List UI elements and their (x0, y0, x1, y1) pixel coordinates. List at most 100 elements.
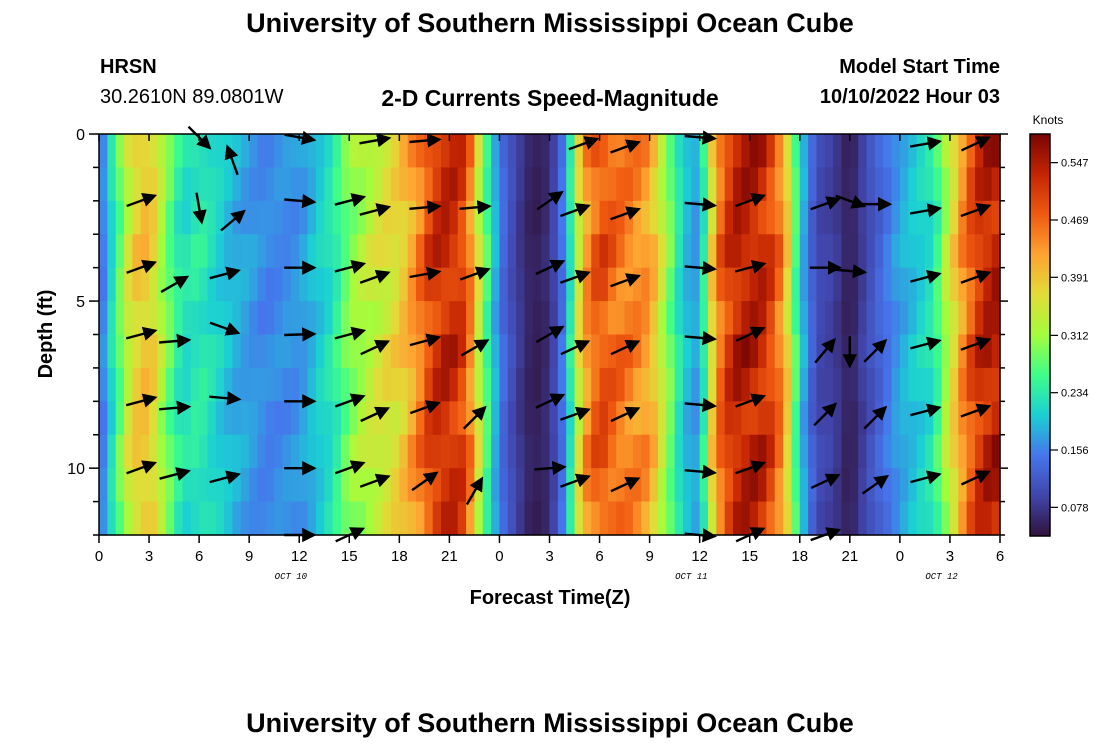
heatmap-cell (758, 301, 767, 336)
heatmap-cell (808, 434, 818, 469)
heatmap-cell (674, 401, 684, 436)
heatmap-cell (616, 134, 626, 169)
heatmap-cell (958, 434, 968, 469)
heatmap-cell (599, 367, 609, 402)
heatmap-cell (549, 167, 559, 202)
heatmap-cell (224, 367, 234, 402)
heatmap-cell (524, 234, 534, 269)
heatmap-cell (958, 334, 968, 369)
heatmap-cell (808, 134, 818, 169)
heatmap-cell (908, 301, 918, 336)
heatmap-cell (824, 234, 834, 269)
heatmap-cell (424, 200, 434, 235)
heatmap-cell (657, 334, 667, 369)
heatmap-cell (207, 167, 217, 202)
heatmap-cell (833, 234, 843, 269)
heatmap-cell (733, 501, 742, 536)
heatmap-cell (966, 501, 976, 536)
heatmap-cell (866, 434, 876, 469)
heatmap-cell (507, 134, 517, 169)
heatmap-cell (883, 234, 893, 269)
heatmap-cell (666, 367, 676, 402)
heatmap-cell (199, 468, 209, 503)
heatmap-cell (933, 434, 943, 469)
heatmap-cell (908, 234, 918, 269)
heatmap-cell (149, 267, 158, 302)
heatmap-cell (365, 134, 375, 169)
heatmap-cell (708, 301, 717, 336)
heatmap-cell (557, 301, 567, 336)
heatmap-cell (324, 367, 334, 402)
heatmap-cell (416, 334, 425, 369)
heatmap-cell (507, 468, 517, 503)
heatmap-cell (591, 267, 601, 302)
heatmap-cell (983, 301, 993, 336)
heatmap-cell (641, 234, 651, 269)
current-vector-arrow (126, 193, 158, 208)
heatmap-cell (841, 134, 851, 169)
heatmap-cell (265, 200, 275, 235)
heatmap-cell (224, 301, 234, 336)
heatmap-cell (115, 234, 125, 269)
heatmap-cell (791, 234, 801, 269)
heatmap-cell (866, 367, 876, 402)
heatmap-cell (808, 334, 818, 369)
heatmap-cell (682, 434, 692, 469)
heatmap-cell (749, 200, 759, 235)
heatmap-cell (499, 434, 509, 469)
heatmap-cell (699, 134, 709, 169)
heatmap-cell (441, 468, 450, 503)
heatmap-cell (841, 434, 851, 469)
heatmap-cell (207, 134, 217, 169)
heatmap-cell (749, 167, 759, 202)
heatmap-cell (607, 167, 617, 202)
colorbar-tick-label: 0.078 (1061, 502, 1089, 514)
x-axis-label: Forecast Time(Z) (470, 587, 631, 609)
heatmap-cell (315, 200, 325, 235)
heatmap-cell (174, 501, 184, 536)
heatmap-cell (240, 334, 250, 369)
heatmap-cell (799, 501, 809, 536)
heatmap-cell (874, 267, 884, 302)
heatmap-cell (908, 334, 918, 369)
date-label: OCT 12 (925, 572, 958, 582)
heatmap-cell (140, 267, 150, 302)
heatmap-cell (899, 468, 909, 503)
heatmap-cell (124, 234, 133, 269)
heatmap-cell (783, 167, 793, 202)
heatmap-cell (966, 367, 976, 402)
heatmap-cell (991, 167, 1001, 202)
heatmap-cell (399, 468, 409, 503)
current-vector-arrow (536, 190, 564, 211)
heatmap-cell (641, 200, 651, 235)
heatmap-cell (274, 200, 284, 235)
heatmap-cell (691, 200, 701, 235)
heatmap-cell (824, 401, 834, 436)
heatmap-cell (224, 200, 234, 235)
heatmap-cell (733, 234, 742, 269)
heatmap-cell (407, 468, 417, 503)
heatmap-cell (257, 234, 267, 269)
current-vector-arrow (209, 321, 241, 336)
heatmap-cell (716, 434, 726, 469)
heatmap-cell (966, 267, 976, 302)
heatmap-cell (299, 200, 309, 235)
heatmap-cell (874, 234, 884, 269)
heatmap-cell (482, 234, 492, 269)
heatmap-cell (566, 301, 576, 336)
heatmap-cell (449, 501, 459, 536)
heatmap-cell (824, 301, 834, 336)
x-tick-label: 3 (545, 548, 553, 565)
heatmap-cell (649, 134, 659, 169)
heatmap-cell (215, 367, 225, 402)
heatmap-cell (657, 401, 667, 436)
heatmap-cell (182, 267, 192, 302)
heatmap-cell (741, 267, 751, 302)
heatmap-cell (482, 334, 492, 369)
heatmap-cell (215, 267, 225, 302)
heatmap-cell (399, 167, 409, 202)
heatmap-cell (908, 134, 918, 169)
heatmap-cell (582, 200, 592, 235)
heatmap-cell (215, 501, 225, 536)
heatmap-cell (666, 401, 676, 436)
